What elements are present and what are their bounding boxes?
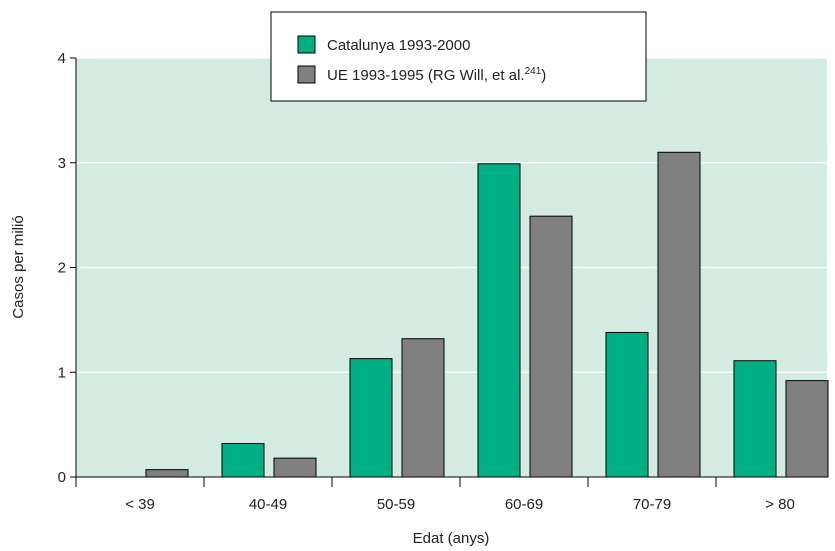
bar-catalunya-1 <box>221 442 265 478</box>
y-tick-label: 4 <box>58 50 66 67</box>
bar-catalunya-2 <box>349 358 393 478</box>
bar-catalunya-4 <box>605 331 649 478</box>
x-tick-label: 40-49 <box>249 496 287 513</box>
bar-ue-2 <box>401 338 445 478</box>
legend-label-ue: UE 1993-1995 (RG Will, et al.241) <box>327 66 546 84</box>
bar-ue-1 <box>273 457 317 478</box>
y-tick-label: 1 <box>58 364 66 381</box>
legend-swatch-catalunya <box>297 35 316 54</box>
x-tick-label: 50-59 <box>377 496 415 513</box>
axes <box>70 57 827 487</box>
bar-ue-3 <box>529 215 573 478</box>
y-tick-label: 0 <box>58 469 66 486</box>
y-tick-labels: 0 1 2 3 4 <box>58 50 66 486</box>
legend-box <box>270 11 647 102</box>
x-tick-label: 60-69 <box>505 496 543 513</box>
legend: Catalunya 1993-2000 UE 1993-1995 (RG Wil… <box>270 11 647 102</box>
y-axis-title: Casos per milió <box>10 215 27 318</box>
bar-catalunya-5 <box>733 360 777 478</box>
x-axis-title: Edat (anys) <box>413 530 490 547</box>
x-tick-label: > 80 <box>765 496 795 513</box>
y-tick-label: 3 <box>58 155 66 172</box>
legend-swatch-ue <box>297 65 316 84</box>
legend-label-catalunya: Catalunya 1993-2000 <box>327 37 470 54</box>
y-tick-label: 2 <box>58 260 66 277</box>
x-tick-label: 70-79 <box>633 496 671 513</box>
bar-catalunya-3 <box>477 163 521 478</box>
bar-ue-4 <box>657 151 701 478</box>
bar-ue-0 <box>145 469 189 478</box>
x-tick-label: < 39 <box>125 496 155 513</box>
x-tick-labels: < 39 40-49 50-59 60-69 70-79 > 80 <box>125 496 795 513</box>
bars <box>145 151 829 478</box>
bar-ue-5 <box>785 380 829 478</box>
